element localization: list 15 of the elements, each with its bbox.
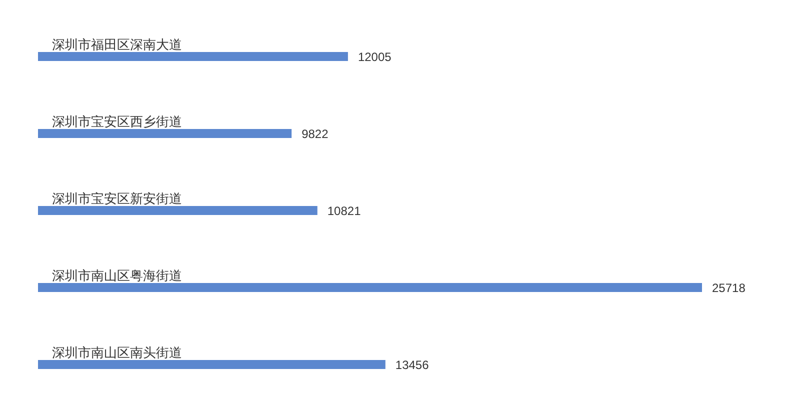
bar bbox=[38, 129, 292, 138]
data-label: 10821 bbox=[327, 204, 362, 218]
data-label: 9822 bbox=[302, 126, 329, 141]
bar bbox=[38, 52, 348, 61]
bar bbox=[38, 283, 702, 292]
data-label: 12005 bbox=[358, 50, 392, 64]
y-tick-label: 深圳市宝安区西乡街道 bbox=[52, 114, 182, 129]
bar bbox=[38, 360, 386, 369]
data-label: 13456 bbox=[395, 358, 430, 372]
bar bbox=[38, 206, 318, 215]
y-tick-label: 深圳市南山区南头街道 bbox=[52, 345, 182, 360]
data-label: 25718 bbox=[712, 280, 746, 295]
y-tick-label: 深圳市宝安区新安街道 bbox=[52, 191, 182, 206]
y-tick-label: 深圳市福田区深南大道 bbox=[52, 37, 182, 52]
y-tick-label: 深圳市南山区粤海街道 bbox=[52, 268, 182, 283]
